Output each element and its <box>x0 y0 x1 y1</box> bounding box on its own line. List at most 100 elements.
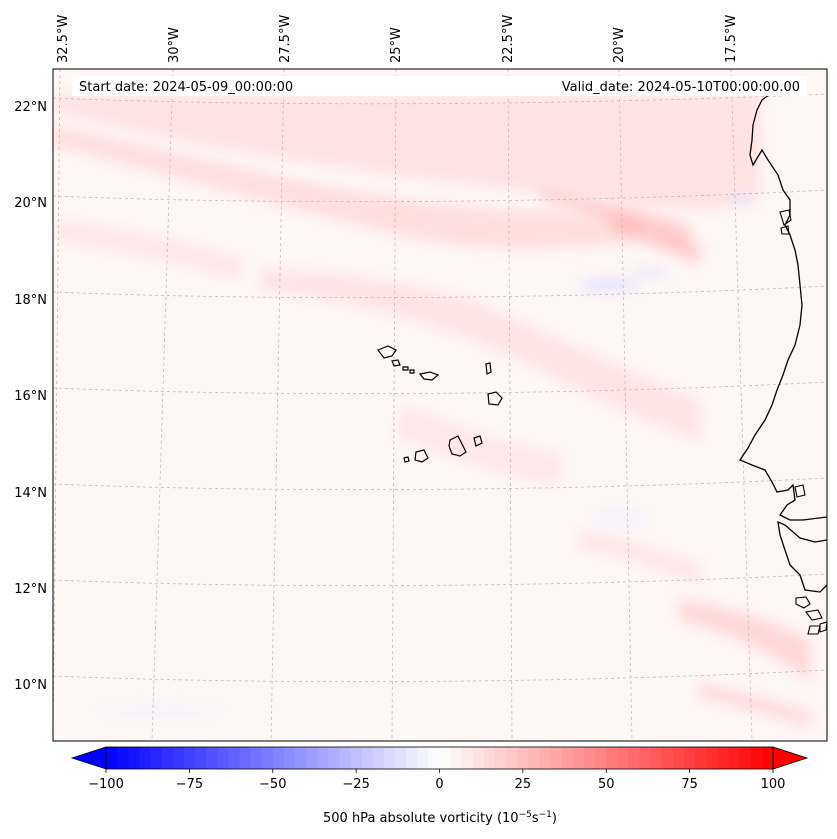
colorbar-cell <box>506 747 518 769</box>
colorbar-cell <box>717 747 730 769</box>
graticule <box>53 69 827 741</box>
lon-label-32-5w: 32.5°W <box>56 15 71 63</box>
colorbar-cell <box>450 747 463 769</box>
colorbar-tick-label: −75 <box>176 777 203 792</box>
lon-label-30w: 30°W <box>167 27 182 63</box>
colorbar-cell <box>272 747 285 769</box>
colorbar-cell <box>383 747 396 769</box>
colorbar-cell <box>372 747 385 769</box>
colorbar-cell <box>706 747 719 769</box>
colorbar-cell <box>117 747 129 769</box>
colorbar-cell <box>428 747 441 769</box>
colorbar: −100 −75 −50 −25 0 25 50 75 100 500 hPa absolute… <box>70 746 809 826</box>
colorbar-cell <box>406 747 418 769</box>
colorbar-cell <box>183 747 196 769</box>
colorbar-cell <box>150 747 163 769</box>
colorbar-tick-label: −100 <box>88 777 124 792</box>
lat-label-16n: 16°N <box>14 389 47 404</box>
lat-label-20n: 20°N <box>14 196 47 211</box>
colorbar-cell <box>528 747 541 769</box>
colorbar-cell <box>350 747 363 769</box>
colorbar-cell <box>572 747 585 769</box>
colorbar-tick-label: 50 <box>598 777 615 792</box>
colorbar-cell <box>306 747 318 769</box>
colorbar-tick-label: 25 <box>515 777 532 792</box>
header-strip <box>72 76 807 96</box>
colorbar-cell <box>461 747 474 769</box>
lon-label-20w: 20°W <box>612 27 627 63</box>
colorbar-cell <box>517 747 530 769</box>
colorbar-cell <box>250 747 263 769</box>
colorbar-cell <box>317 747 329 769</box>
colorbar-cell <box>395 747 407 769</box>
colorbar-cell <box>695 747 707 769</box>
colorbar-cell <box>550 747 563 769</box>
lat-label-10n: 10°N <box>14 678 47 693</box>
lon-label-25w: 25°W <box>389 27 404 63</box>
colorbar-tick-label: 0 <box>435 777 443 792</box>
cape-verde-islands <box>377 345 503 463</box>
map-border <box>52 68 828 742</box>
colorbar-cell <box>172 747 185 769</box>
longitude-labels: 32.5°W 30°W 27.5°W 25°W 22.5°W 20°W 17.5… <box>56 15 739 63</box>
colorbar-cell <box>584 747 596 769</box>
colorbar-cell <box>339 747 352 769</box>
colorbar-cell <box>217 747 229 769</box>
colorbar-extend-max <box>772 746 809 770</box>
colorbar-cell <box>328 747 341 769</box>
colorbar-cell <box>106 747 118 769</box>
colorbar-title: 500 hPa absolute vorticity (10−5s−1) <box>323 810 557 826</box>
colorbar-cell <box>161 747 174 769</box>
coastline-senegal-islands <box>779 209 806 498</box>
colorbar-cell <box>139 747 152 769</box>
colorbar-tick-label: 75 <box>681 777 698 792</box>
colorbar-cell <box>128 747 140 769</box>
colorbar-cell <box>228 747 240 769</box>
lat-label-12n: 12°N <box>14 582 47 597</box>
colorbar-cell <box>684 747 696 769</box>
colorbar-cell <box>283 747 296 769</box>
colorbar-ticks: −100 −75 −50 −25 0 25 50 75 100 <box>88 769 785 792</box>
colorbar-tick-label: 100 <box>761 777 786 792</box>
colorbar-cell <box>417 747 429 769</box>
colorbar-cell <box>539 747 552 769</box>
colorbar-cell <box>650 747 663 769</box>
colorbar-cell <box>617 747 630 769</box>
lat-label-22n: 22°N <box>14 100 47 115</box>
colorbar-cell <box>495 747 507 769</box>
colorbar-cell <box>606 747 618 769</box>
colorbar-cell <box>628 747 641 769</box>
colorbar-cell <box>739 747 752 769</box>
colorbar-cell <box>639 747 652 769</box>
colorbar-tick-label: −25 <box>342 777 369 792</box>
coastline-cape-verde-bissagos <box>795 596 827 635</box>
colorbar-cells <box>106 747 774 769</box>
colorbar-cell <box>194 747 207 769</box>
colorbar-cell <box>750 747 763 769</box>
colorbar-cell <box>672 747 685 769</box>
valid-date-label: Valid_date: 2024-05-10T00:00:00.00 <box>562 80 800 95</box>
map-panel[interactable] <box>53 69 827 741</box>
coastline-guinea <box>777 520 827 593</box>
colorbar-cell <box>728 747 741 769</box>
colorbar-cell <box>239 747 252 769</box>
colorbar-cell <box>294 747 307 769</box>
colorbar-cell <box>561 747 574 769</box>
colorbar-cell <box>472 747 485 769</box>
colorbar-tick-label: −50 <box>259 777 286 792</box>
colorbar-cell <box>206 747 218 769</box>
colorbar-cell <box>661 747 674 769</box>
colorbar-cell <box>483 747 496 769</box>
colorbar-cell <box>439 747 452 769</box>
latitude-labels: 22°N 20°N 18°N 16°N 14°N 12°N 10°N <box>14 100 47 693</box>
colorbar-cell <box>361 747 374 769</box>
vorticity-field <box>53 95 813 727</box>
start-date-label: Start date: 2024-05-09_00:00:00 <box>79 80 293 95</box>
lat-label-14n: 14°N <box>14 486 47 501</box>
lon-label-17-5w: 17.5°W <box>724 15 739 63</box>
lon-label-22-5w: 22.5°W <box>501 15 516 63</box>
colorbar-cell <box>595 747 607 769</box>
colorbar-extend-min <box>70 746 107 770</box>
colorbar-cell <box>261 747 274 769</box>
